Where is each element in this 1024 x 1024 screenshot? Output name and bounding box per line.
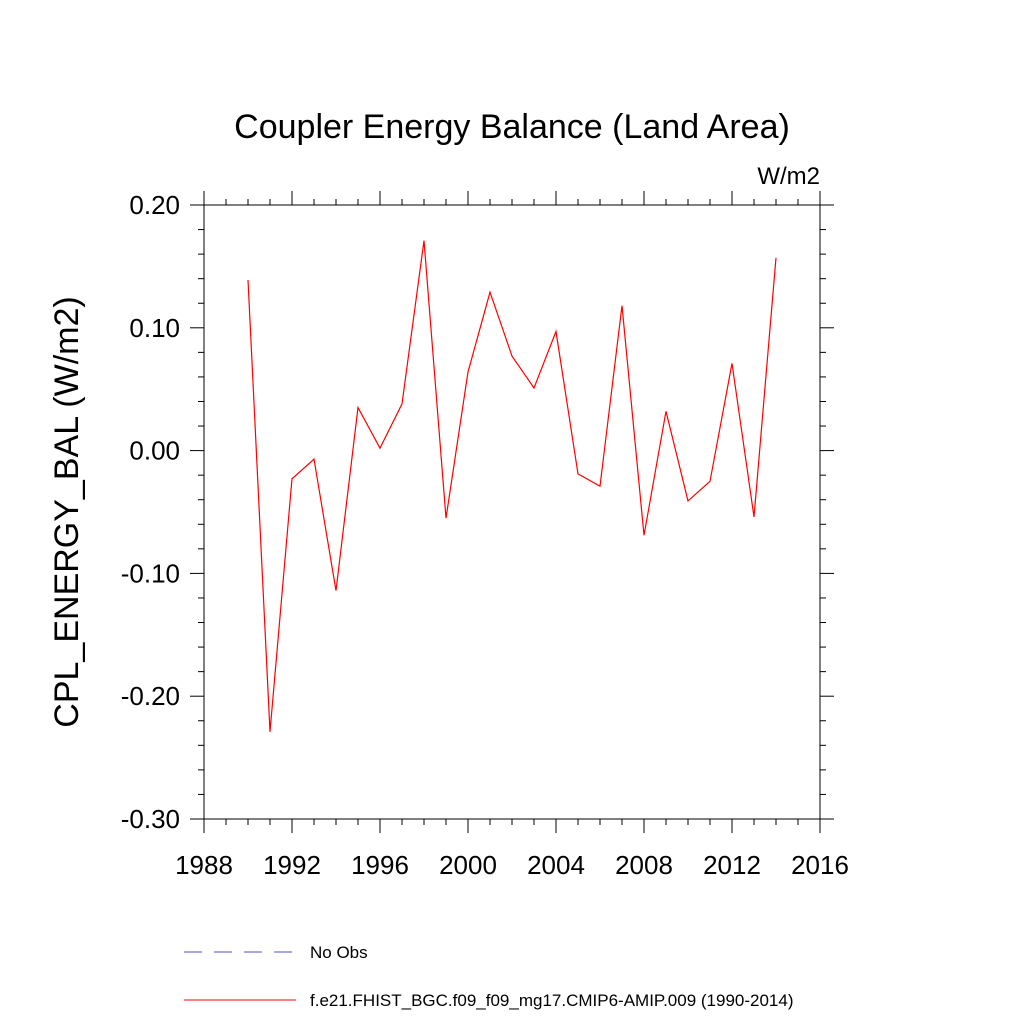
chart-title: Coupler Energy Balance (Land Area) <box>234 108 790 146</box>
y-tick-label: -0.20 <box>121 681 180 711</box>
x-tick-label: 2012 <box>703 850 761 880</box>
y-tick-label: -0.30 <box>121 804 180 834</box>
x-axis: 1988 1992 1996 2000 2004 2008 2012 2016 <box>175 191 849 880</box>
series-line <box>247 240 777 732</box>
x-tick-label: 1996 <box>351 850 409 880</box>
y-tick-label: -0.10 <box>121 558 180 588</box>
y-tick-label: 0.00 <box>129 436 180 466</box>
y-tick-label: 0.20 <box>129 190 180 220</box>
x-tick-label: 2004 <box>527 850 585 880</box>
x-tick-label: 2008 <box>615 850 673 880</box>
y-tick-label: 0.10 <box>129 313 180 343</box>
x-tick-label: 2016 <box>791 850 849 880</box>
legend: No Obs f.e21.FHIST_BGC.f09_f09_mg17.CMIP6… <box>184 943 794 1010</box>
legend-label: No Obs <box>310 943 368 962</box>
y-axis: 0.20 0.10 0.00 -0.10 -0.20 -0.30 <box>121 190 834 834</box>
plot-frame <box>203 204 821 820</box>
x-tick-label: 1992 <box>263 850 321 880</box>
y-axis-label: CPL_ENERGY_BAL (W/m2) <box>48 296 86 727</box>
x-tick-label: 2000 <box>439 850 497 880</box>
plot-border <box>203 204 821 820</box>
legend-label: f.e21.FHIST_BGC.f09_f09_mg17.CMIP6-AMIP.… <box>310 991 794 1010</box>
series-group <box>247 240 777 732</box>
units-label: W/m2 <box>757 163 820 190</box>
x-tick-label: 1988 <box>175 850 233 880</box>
